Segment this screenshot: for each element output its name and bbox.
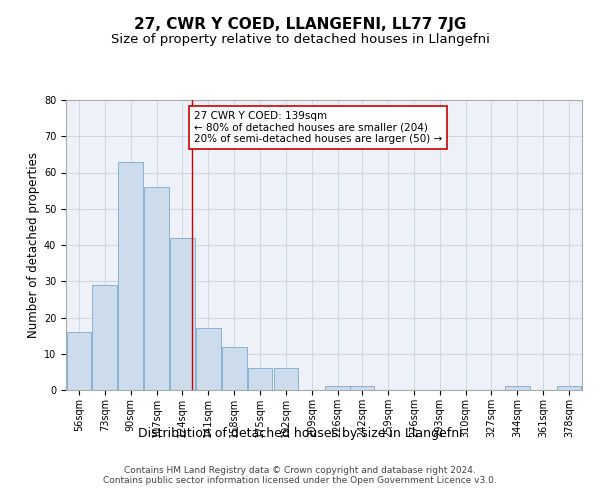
Text: Distribution of detached houses by size in Llangefni: Distribution of detached houses by size … [137,428,463,440]
Bar [170,238,195,390]
Bar [92,285,117,390]
Bar [248,368,272,390]
Bar [557,386,581,390]
Text: 27, CWR Y COED, LLANGEFNI, LL77 7JG: 27, CWR Y COED, LLANGEFNI, LL77 7JG [134,18,466,32]
Bar [350,386,374,390]
Bar [505,386,530,390]
Text: Size of property relative to detached houses in Llangefni: Size of property relative to detached ho… [110,32,490,46]
Bar [144,187,169,390]
Text: Contains HM Land Registry data © Crown copyright and database right 2024.
Contai: Contains HM Land Registry data © Crown c… [103,466,497,485]
Bar [274,368,298,390]
Y-axis label: Number of detached properties: Number of detached properties [27,152,40,338]
Bar [67,332,91,390]
Text: 27 CWR Y COED: 139sqm
← 80% of detached houses are smaller (204)
20% of semi-det: 27 CWR Y COED: 139sqm ← 80% of detached … [194,111,442,144]
Bar [196,328,221,390]
Bar [118,162,143,390]
Bar [325,386,350,390]
Bar [222,346,247,390]
